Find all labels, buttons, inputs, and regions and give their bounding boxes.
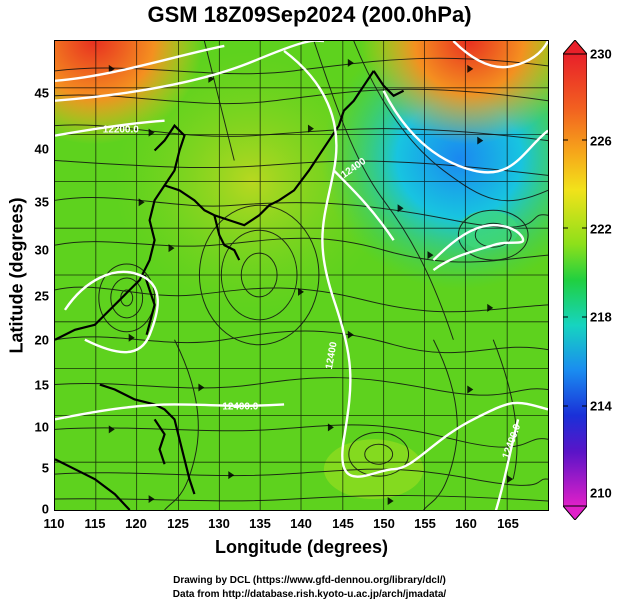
x-tick: 110: [43, 516, 65, 531]
y-tick: 20: [34, 332, 49, 348]
y-tick: 0: [41, 501, 49, 517]
colorbar: [563, 40, 587, 520]
colorbar-label: 230: [590, 46, 612, 62]
field-cyan-patch: [458, 210, 519, 251]
colorbar-label: 226: [590, 133, 612, 149]
x-tick: 115: [84, 516, 106, 531]
x-tick: 150: [373, 516, 395, 531]
colorbar-gradient: [563, 53, 587, 507]
map-title: GSM 18Z09Sep2024 (200.0hPa): [147, 2, 472, 27]
map-canvas: 12200.0 12400 12400.0 12400 12400.0: [55, 41, 548, 510]
y-tick: 30: [34, 242, 49, 258]
x-tick: 135: [249, 516, 271, 531]
coastlines: [55, 70, 405, 510]
contour-label: 12200.0: [103, 125, 139, 136]
x-tick: 120: [125, 516, 147, 531]
x-tick: 125: [167, 516, 189, 531]
field-warm-northeast: [55, 41, 548, 510]
x-tick: 130: [208, 516, 230, 531]
x-tick: 165: [497, 516, 519, 531]
colorbar-label: 210: [590, 485, 612, 501]
x-tick: 160: [455, 516, 477, 531]
credit-drawing: Drawing by DCL (https://www.gfd-dennou.o…: [173, 575, 446, 586]
y-tick: 10: [34, 419, 49, 435]
contour-label: 12400: [324, 341, 340, 371]
colorbar-bottom-triangle: [563, 505, 587, 520]
colorbar-top-triangle: [563, 40, 587, 55]
colorbar-label: 218: [590, 309, 612, 325]
y-tick: 25: [34, 288, 49, 304]
y-axis-label: Latitude (degrees): [6, 197, 27, 354]
height-contours: [55, 41, 548, 510]
y-tick: 35: [34, 194, 49, 210]
map-plot-area: 12200.0 12400 12400.0 12400 12400.0: [54, 40, 549, 511]
x-tick: 145: [332, 516, 354, 531]
streamlines: [55, 41, 548, 510]
x-tick: 155: [414, 516, 436, 531]
credit-data-source: Data from http://database.rish.kyoto-u.a…: [172, 589, 447, 600]
y-tick: 15: [34, 377, 49, 393]
y-tick: 40: [34, 141, 49, 157]
y-tick: 45: [34, 85, 49, 101]
colorbar-label: 214: [590, 398, 612, 414]
contour-label: 12400.0: [222, 401, 258, 412]
x-axis-label: Longitude (degrees): [214, 537, 388, 557]
y-tick: 5: [41, 460, 49, 476]
x-tick: 140: [290, 516, 312, 531]
lat-lon-grid: [55, 41, 548, 510]
colorbar-label: 222: [590, 221, 612, 237]
